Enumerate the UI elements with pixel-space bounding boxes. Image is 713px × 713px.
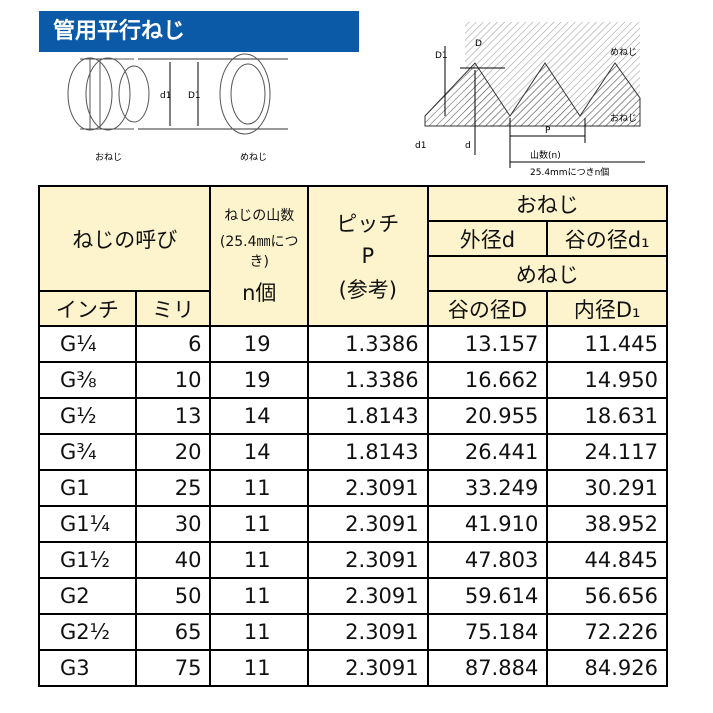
table-row: G3 75 11 2.3091 87.884 84.926: [38, 649, 668, 687]
thread-profile-diagram: めねじ おねじ D D1 d d1 P 山数(n) 25.4mmにつきn個: [415, 22, 645, 178]
cell-pitch: 2.3091: [306, 505, 429, 543]
female-label: めねじ: [610, 47, 637, 58]
cell-threads: 11: [209, 541, 309, 579]
cell-inch: G2: [38, 577, 137, 615]
cell-inch: G3: [38, 649, 137, 687]
cell-col5: 16.662: [426, 361, 549, 399]
cell-pitch: 2.3091: [306, 577, 429, 615]
table-row: G¾ 20 14 1.8143 26.441 24.117: [38, 433, 668, 471]
svg-text:P: P: [545, 126, 551, 136]
cell-col5: 20.955: [426, 397, 549, 435]
cell-pitch: 2.3091: [306, 541, 429, 579]
cell-threads: 19: [209, 325, 309, 363]
mm-header: ミリ: [134, 290, 212, 327]
cell-pitch: 1.8143: [306, 397, 429, 435]
cell-pitch: 2.3091: [306, 649, 429, 687]
cell-threads: 14: [209, 397, 309, 435]
table-row: G⅜ 10 19 1.3386 16.662 14.950: [38, 361, 668, 399]
cell-mm: 10: [134, 361, 212, 399]
cell-col6: 38.952: [546, 505, 668, 543]
outer-d-header: 外径d: [426, 220, 549, 257]
cell-mm: 65: [134, 613, 212, 651]
table-row: G1 25 11 2.3091 33.249 30.291: [38, 469, 668, 507]
cell-col6: 24.117: [546, 433, 668, 471]
designation-header: ねじの呼び: [37, 185, 212, 292]
cell-mm: 50: [134, 577, 212, 615]
cell-threads: 14: [209, 433, 309, 471]
cell-col5: 87.884: [426, 649, 549, 687]
root-D-header: 谷の径D: [426, 290, 549, 327]
table-row: G2 50 11 2.3091 59.614 56.656: [38, 577, 668, 615]
cell-threads: 11: [209, 613, 309, 651]
cell-threads: 11: [209, 577, 309, 615]
cell-col5: 13.157: [426, 325, 549, 363]
male-header: おねじ: [426, 185, 669, 222]
cell-inch: G½: [38, 397, 137, 435]
cell-inch: G2½: [38, 613, 137, 651]
cell-col6: 11.445: [546, 325, 668, 363]
cell-col5: 26.441: [426, 433, 549, 471]
cell-inch: G1½: [38, 541, 137, 579]
cell-col6: 72.226: [546, 613, 668, 651]
cell-pitch: 1.8143: [306, 433, 429, 471]
cell-mm: 30: [134, 505, 212, 543]
cell-col5: 41.910: [426, 505, 549, 543]
male-label: おねじ: [610, 113, 637, 124]
svg-text:D1: D1: [435, 51, 448, 61]
cell-threads: 11: [209, 505, 309, 543]
cell-inch: G⅜: [38, 361, 137, 399]
pitch-header: ピッチ P (参考): [306, 185, 429, 327]
table-row: G¼ 6 19 1.3386 13.157 11.445: [38, 325, 668, 363]
inner-D1-header: 内径D₁: [546, 290, 668, 327]
cell-threads: 11: [209, 649, 309, 687]
table-row: G1½ 40 11 2.3091 47.803 44.845: [38, 541, 668, 579]
svg-text:D: D: [475, 39, 482, 49]
cell-threads: 19: [209, 361, 309, 399]
male-label: おねじ: [95, 152, 122, 163]
cell-mm: 75: [134, 649, 212, 687]
table-row: G½ 13 14 1.8143 20.955 18.631: [38, 397, 668, 435]
cell-mm: 20: [134, 433, 212, 471]
cell-inch: G1¼: [38, 505, 137, 543]
svg-text:d1: d1: [415, 141, 426, 151]
cell-mm: 40: [134, 541, 212, 579]
pipe-thread-illustration: d1 D1 おねじ めねじ: [67, 53, 288, 163]
cell-threads: 11: [209, 469, 309, 507]
cell-mm: 25: [134, 469, 212, 507]
d1-label: d1: [160, 91, 171, 101]
cell-inch: G¾: [38, 433, 137, 471]
female-label: めねじ: [240, 152, 267, 163]
cell-col6: 18.631: [546, 397, 668, 435]
svg-text:25.4mmにつきn個: 25.4mmにつきn個: [530, 166, 609, 178]
cell-pitch: 2.3091: [306, 469, 429, 507]
D1-label: D1: [188, 91, 201, 101]
cell-col5: 59.614: [426, 577, 549, 615]
cell-mm: 6: [134, 325, 212, 363]
table-row: G1¼ 30 11 2.3091 41.910 38.952: [38, 505, 668, 543]
cell-col6: 30.291: [546, 469, 668, 507]
cell-pitch: 1.3386: [306, 325, 429, 363]
cell-pitch: 2.3091: [306, 613, 429, 651]
cell-pitch: 1.3386: [306, 361, 429, 399]
svg-text:山数(n): 山数(n): [530, 149, 561, 161]
cell-col5: 47.803: [426, 541, 549, 579]
inch-header: インチ: [38, 290, 137, 327]
cell-inch: G¼: [38, 325, 137, 363]
cell-col5: 75.184: [426, 613, 549, 651]
thread-spec-table: ねじの呼び ねじの山数 (25.4㎜につき) n個 ピッチ P (参考) おねじ 外径d…: [37, 185, 669, 687]
cell-inch: G1: [38, 469, 137, 507]
table-row: G2½ 65 11 2.3091 75.184 72.226: [38, 613, 668, 651]
female-header: めねじ: [426, 255, 669, 292]
root-d1-header: 谷の径d₁: [546, 220, 668, 257]
cell-col6: 14.950: [546, 361, 668, 399]
svg-text:d: d: [465, 141, 471, 151]
page-title: 管用平行ねじ: [39, 11, 359, 52]
cell-col6: 44.845: [546, 541, 668, 579]
cell-col6: 84.926: [546, 649, 668, 687]
cell-col5: 33.249: [426, 469, 549, 507]
cell-col6: 56.656: [546, 577, 668, 615]
cell-mm: 13: [134, 397, 212, 435]
threads-header: ねじの山数 (25.4㎜につき) n個: [209, 185, 309, 327]
